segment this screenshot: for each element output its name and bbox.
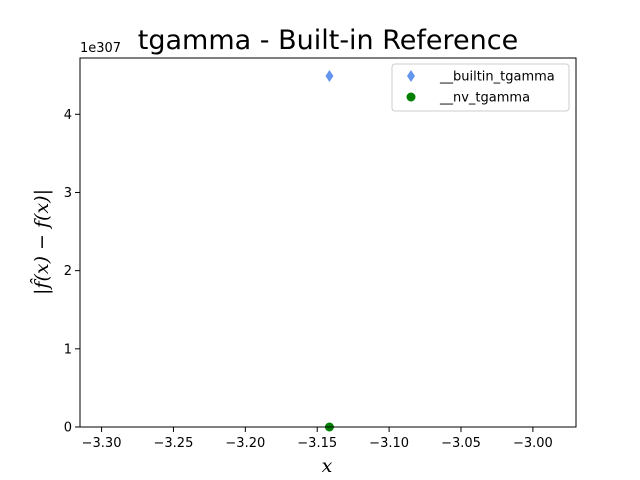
legend-label: __builtin_tgamma [439, 70, 555, 85]
x-tick-label: −3.05 [441, 436, 481, 451]
x-tick-label: −3.25 [154, 436, 194, 451]
data-point [325, 69, 334, 82]
plot-area [324, 69, 334, 432]
x-tick-label: −3.10 [369, 436, 409, 451]
legend-marker [406, 92, 416, 102]
y-axis: 0 1 2 3 4 [64, 108, 80, 436]
x-tick-label: −3.30 [82, 436, 122, 451]
y-tick-label: 2 [64, 264, 72, 279]
legend-box [391, 63, 570, 112]
legend-marker [407, 70, 415, 82]
y-axis-label: |f̂(x) − f(x)| [30, 189, 53, 295]
x-axis-label: x [322, 455, 333, 477]
y-tick-label: 4 [64, 108, 72, 123]
y-tick-label: 3 [64, 186, 72, 201]
legend-label: __nv_tgamma [439, 91, 530, 106]
x-tick-label: −3.15 [297, 436, 337, 451]
y-offset-label: 1e307 [80, 41, 121, 56]
x-tick-label: −3.20 [225, 436, 265, 451]
y-tick-label: 0 [64, 421, 72, 436]
y-tick-label: 1 [64, 342, 72, 357]
x-tick-label: −3.00 [513, 436, 553, 451]
legend: __builtin_tgamma __nv_tgamma [391, 63, 570, 112]
x-axis: −3.30 −3.25 −3.20 −3.15 −3.10 −3.05 −3.00 [82, 427, 553, 451]
chart-title: tgamma - Built-in Reference [138, 25, 518, 56]
plot-frame [79, 57, 577, 428]
